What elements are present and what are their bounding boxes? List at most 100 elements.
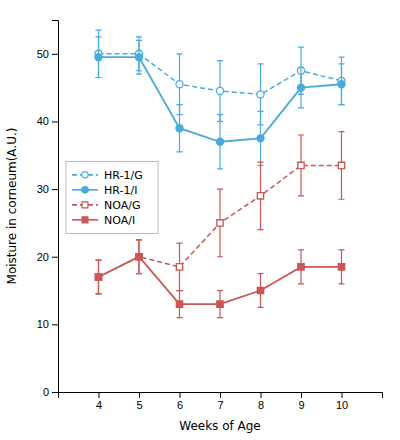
point (176, 81, 183, 88)
point (338, 81, 345, 88)
x-axis-tick-label: 7 (217, 399, 223, 411)
y-axis-title: Moisture in corneum(A.U.) (5, 128, 19, 285)
legend: HR-1/G HR-1/I NOA/G NOA/I (66, 161, 158, 233)
x-axis-tick-mark (301, 392, 302, 398)
x-axis-tick-label: 4 (96, 399, 102, 411)
y-axis-tick: 50 (37, 48, 58, 60)
y-axis-tick: 10 (37, 318, 58, 330)
x-axis-tick-label: 8 (258, 399, 264, 411)
legend-label: HR-1/I (104, 184, 137, 197)
legend-marker (82, 217, 88, 223)
legend-label: HR-1/G (104, 169, 143, 182)
y-axis-tick: 0 (43, 386, 58, 398)
y-axis-tick-mark (52, 121, 58, 122)
y-axis-tick-label: 50 (37, 48, 49, 60)
legend-item: NOA/I (72, 214, 135, 227)
y-axis-tick-label: 30 (37, 183, 49, 195)
x-axis-tick-label: 6 (177, 399, 183, 411)
y-axis-tick: 40 (37, 115, 58, 127)
x-axis-tick-mark (139, 392, 140, 398)
point (216, 87, 223, 94)
x-axis-tick-label: 9 (298, 399, 304, 411)
x-axis-tick: 5 (136, 392, 142, 411)
point (257, 193, 263, 199)
point (257, 135, 264, 142)
point (298, 162, 304, 168)
y-axis-tick-mark (52, 257, 58, 258)
line (99, 54, 342, 95)
error-bar (217, 291, 223, 318)
x-axis: 4 5 6 7 8 9 10 (59, 392, 383, 411)
y-axis-tick-mark (52, 189, 58, 190)
marks (95, 30, 345, 317)
y-axis-tick: 20 (37, 251, 58, 263)
x-axis-tick-mark (180, 392, 181, 398)
point (338, 264, 344, 270)
error-bar (258, 274, 264, 308)
x-axis-title: Weeks of Age (179, 419, 261, 433)
error-bar (177, 291, 183, 318)
error-bar (298, 135, 304, 196)
point (176, 264, 182, 270)
error-bar (339, 132, 345, 200)
x-axis-tick-mark (261, 392, 262, 398)
point (217, 220, 223, 226)
error-bar (258, 111, 264, 165)
x-axis-tick: 9 (298, 392, 304, 411)
x-axis-tick-mark (342, 392, 343, 398)
x-axis-tick-label: 10 (336, 399, 348, 411)
x-axis-tick-label: 5 (136, 399, 142, 411)
x-axis-tick-mark (220, 392, 221, 398)
y-axis: 0 10 20 30 40 50 (37, 21, 59, 399)
point (176, 125, 183, 132)
y-axis-tick-mark (52, 54, 58, 55)
point (217, 301, 223, 307)
y-axis-line (52, 21, 59, 393)
error-bar (96, 260, 102, 294)
point (216, 138, 223, 145)
chart: 4 5 6 7 8 9 10 0 10 20 30 40 50 HR-1/G HR-1/I NOA/G NOA/… (0, 0, 400, 440)
error-bar (339, 57, 345, 104)
point (135, 54, 142, 61)
legend-marker (82, 202, 88, 208)
line (99, 257, 342, 304)
y-axis-tick-mark (52, 324, 58, 325)
legend-item: HR-1/I (72, 184, 137, 197)
error-bar (339, 64, 345, 105)
y-axis-tick-label: 10 (37, 318, 49, 330)
point (95, 54, 102, 61)
point (257, 91, 264, 98)
y-axis-tick-label: 0 (43, 386, 49, 398)
point (95, 274, 101, 280)
point (95, 274, 101, 280)
plot: 4 5 6 7 8 9 10 0 10 20 30 40 50 HR-1/G HR-1/I NOA/G NOA/… (37, 21, 383, 411)
legend-marker (82, 172, 89, 179)
legend-frame (66, 161, 158, 233)
legend-label: NOA/G (104, 199, 140, 212)
error-bar (217, 61, 223, 122)
point (176, 301, 182, 307)
error-bar (339, 250, 345, 284)
error-bar (217, 115, 223, 169)
point (257, 287, 263, 293)
point (298, 264, 304, 270)
x-axis-tick: 4 (96, 392, 102, 411)
error-bar (96, 260, 102, 294)
error-bar (96, 30, 102, 77)
error-bar (177, 105, 183, 152)
error-bar (258, 162, 264, 230)
point (297, 84, 304, 91)
y-axis-tick: 30 (37, 183, 58, 195)
line (99, 57, 342, 142)
error-bar (136, 240, 142, 274)
error-bar (136, 240, 142, 274)
y-axis-tick-label: 20 (37, 251, 49, 263)
error-bar (96, 37, 102, 78)
point (136, 254, 142, 260)
series (95, 30, 345, 125)
legend-item: NOA/G (72, 199, 140, 212)
x-axis-tick-mark (99, 392, 100, 398)
legend-marker (82, 187, 89, 194)
y-axis-tick-label: 40 (37, 115, 49, 127)
legend-item: HR-1/G (72, 169, 143, 182)
